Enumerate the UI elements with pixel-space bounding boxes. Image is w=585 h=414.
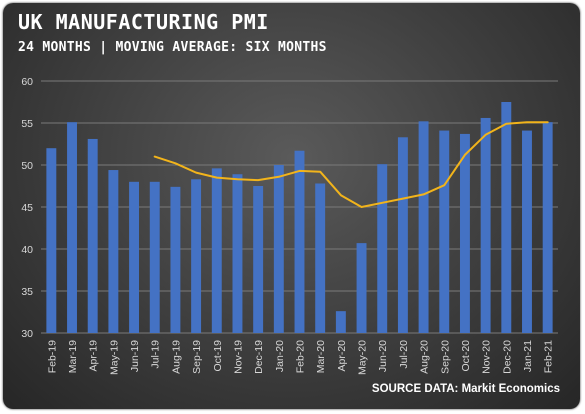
- x-tick-label: Jan-21: [522, 340, 534, 372]
- bar: [149, 181, 160, 333]
- x-tick-label: Sep-20: [439, 340, 451, 374]
- x-tick-label: Oct-19: [212, 340, 224, 372]
- moving-average-line: [153, 121, 549, 208]
- x-tick-label: Dec-20: [501, 340, 513, 374]
- bar: [129, 181, 140, 333]
- x-tick-label: Dec-19: [253, 340, 265, 374]
- x-tick-label: Aug-19: [170, 340, 182, 374]
- bar: [315, 183, 326, 333]
- x-tick-label: Aug-20: [419, 340, 431, 374]
- x-tick-label: Sep-19: [191, 340, 203, 374]
- x-tick-label: Apr-20: [336, 340, 348, 372]
- chart-subtitle: 24 MONTHS | MOVING AVERAGE: SIX MONTHS: [18, 40, 327, 55]
- x-tick-label: Jan-20: [274, 340, 286, 372]
- bar: [232, 174, 243, 333]
- bar: [87, 138, 98, 333]
- bar: [191, 179, 202, 333]
- bar: [170, 186, 181, 333]
- bar: [480, 117, 491, 334]
- bar: [294, 150, 305, 333]
- x-tick-label: Apr-19: [88, 340, 100, 372]
- bar: [542, 122, 553, 333]
- bar: [522, 130, 532, 333]
- x-tick-label: May-19: [108, 340, 120, 375]
- x-tick-label: Jun-19: [129, 340, 141, 372]
- x-tick-label: Nov-20: [481, 340, 493, 374]
- bar: [439, 130, 450, 333]
- bar: [273, 165, 284, 333]
- bar: [377, 164, 388, 333]
- chart-card: UK MANUFACTURING PMI 24 MONTHS | MOVING …: [3, 3, 580, 409]
- bar: [46, 148, 57, 333]
- bar: [211, 168, 222, 333]
- x-tick-label: Oct-20: [460, 340, 472, 372]
- x-tick-label: May-20: [357, 340, 369, 375]
- pmi-chart: 30 35 40 45 50 55 60 Feb-19 Mar-19 Apr-19 May-19 Ju…: [21, 76, 558, 375]
- bar: [459, 133, 470, 333]
- y-tick-label: 55: [21, 118, 33, 130]
- x-tick-label: Jun-20: [377, 340, 389, 372]
- x-tick-label: Jul-20: [398, 340, 410, 369]
- x-tick-label: Feb-20: [295, 340, 307, 373]
- bar: [335, 311, 346, 333]
- bar: [418, 121, 429, 333]
- x-tick-label: Nov-19: [232, 340, 244, 374]
- y-tick-label: 60: [21, 76, 33, 88]
- y-tick-label: 40: [21, 244, 33, 256]
- y-tick-label: 35: [21, 286, 33, 298]
- bar: [108, 170, 119, 333]
- y-tick-label: 45: [21, 202, 33, 214]
- bar: [67, 122, 77, 333]
- bar: [397, 137, 408, 333]
- x-tick-label: Jul-19: [150, 340, 162, 369]
- y-tick-label: 50: [21, 160, 33, 172]
- bar: [501, 102, 512, 333]
- x-tick-label: Feb-19: [46, 340, 58, 373]
- chart-title: UK MANUFACTURING PMI: [18, 10, 269, 34]
- x-tick-label: Feb-21: [543, 340, 555, 373]
- bar: [253, 186, 264, 333]
- y-tick-label: 30: [21, 328, 33, 340]
- x-tick-label: Mar-19: [67, 340, 79, 373]
- x-tick-label: Mar-20: [315, 340, 327, 373]
- bar: [356, 243, 367, 333]
- source-note: SOURCE DATA: Markit Economics: [371, 383, 560, 395]
